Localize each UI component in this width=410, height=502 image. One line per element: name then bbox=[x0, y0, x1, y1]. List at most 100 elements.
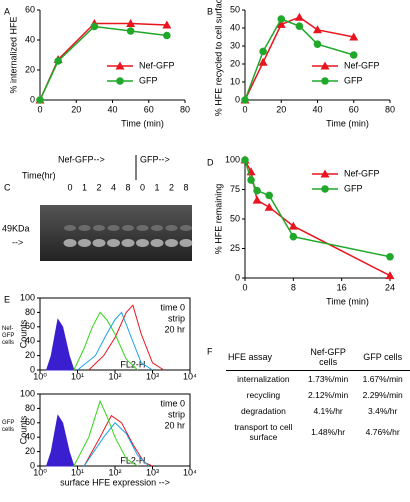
marker bbox=[253, 186, 261, 195]
x-tick-label: 80 bbox=[385, 104, 395, 114]
x-tick-label: 10⁴ bbox=[183, 371, 197, 381]
x-axis-title: Time (min) bbox=[326, 118, 369, 128]
marker bbox=[265, 191, 273, 200]
table-cell: 4.76%/hr bbox=[365, 427, 400, 437]
time-label: Time(hr) bbox=[22, 170, 56, 180]
x-tick-label: 40 bbox=[107, 104, 117, 114]
legend-label: GFP bbox=[344, 183, 363, 193]
table-row: degradation 4.1%/hr 3.4%/hr bbox=[226, 403, 410, 419]
y-tick-label: 0 bbox=[30, 460, 35, 470]
x-tick-label: 8 bbox=[291, 282, 296, 292]
x-tick-label: 20 bbox=[71, 104, 81, 114]
x-caption: surface HFE expression --> bbox=[60, 477, 170, 487]
x-tick-label: 10⁰ bbox=[33, 371, 47, 381]
y-tick-label: 40 bbox=[25, 34, 35, 44]
gel-band bbox=[151, 225, 163, 231]
table-cell: 1.73%/min bbox=[308, 374, 349, 384]
x-tick-label: 60 bbox=[144, 104, 154, 114]
table-cell: 2.12%/min bbox=[308, 390, 349, 400]
x-tick-label: 10² bbox=[108, 467, 121, 477]
marker bbox=[277, 15, 286, 23]
marker bbox=[276, 19, 286, 28]
panel-label: F bbox=[207, 346, 213, 356]
marker bbox=[247, 176, 255, 184]
x-tick-label: 10² bbox=[108, 371, 121, 381]
table-row: internalization 1.73%/min 1.67%/min bbox=[226, 371, 410, 388]
y-tick-label: 25 bbox=[230, 243, 240, 253]
y-tick-label: 75 bbox=[230, 184, 240, 194]
y-tick-label: 30 bbox=[230, 40, 240, 50]
gel-band bbox=[165, 225, 178, 231]
size-arrow: --> bbox=[12, 237, 23, 247]
y-tick-label: 10 bbox=[230, 76, 240, 86]
table-cell: transport to cell surface bbox=[234, 422, 293, 442]
column-header: HFE assay bbox=[226, 344, 301, 371]
column-header: Nef-GFP cells bbox=[300, 344, 356, 371]
gel-band bbox=[179, 239, 193, 247]
gel-band bbox=[107, 225, 120, 231]
line bbox=[88, 304, 165, 371]
y-tick-label: 40 bbox=[25, 336, 35, 346]
x-axis-title: FL2-H bbox=[120, 455, 145, 465]
y-tick-label: 50 bbox=[230, 213, 240, 223]
marker bbox=[126, 19, 136, 27]
y-tick-label: 100 bbox=[20, 292, 35, 302]
legend-label: GFP bbox=[139, 75, 158, 85]
y-axis-title: % HFE recycled to cell surface bbox=[213, 0, 223, 116]
x-tick-label: 60 bbox=[349, 104, 359, 114]
marker bbox=[295, 22, 304, 31]
marker bbox=[313, 25, 322, 34]
gel-band bbox=[136, 225, 149, 231]
gel-band bbox=[78, 239, 91, 247]
gel-band bbox=[92, 239, 106, 247]
x-tick-label: 80 bbox=[180, 104, 190, 114]
x-tick-label: 0 bbox=[37, 104, 42, 114]
lane-label: 0 bbox=[67, 182, 72, 192]
y-tick-label: 20 bbox=[25, 446, 35, 456]
y-tick-label: 0 bbox=[30, 364, 35, 374]
gel-band bbox=[150, 239, 164, 247]
legend-label: time 0 bbox=[160, 302, 185, 312]
marker bbox=[385, 271, 395, 280]
gel-band bbox=[107, 239, 120, 247]
marker bbox=[313, 40, 322, 48]
marker bbox=[126, 27, 135, 35]
panel-label: C bbox=[4, 182, 11, 192]
marker bbox=[386, 252, 394, 261]
y-axis-title: Counts bbox=[18, 415, 28, 444]
marker bbox=[264, 202, 274, 211]
table-body: internalization 1.73%/min 1.67%/min recycli… bbox=[226, 371, 410, 446]
marker bbox=[259, 47, 267, 56]
x-tick-label: 40 bbox=[312, 104, 322, 114]
table-row: recycling 2.12%/min 2.29%/min bbox=[226, 387, 410, 403]
marker bbox=[289, 232, 298, 241]
lane-label: 2 bbox=[96, 182, 101, 192]
marker bbox=[115, 61, 125, 70]
y-tick-label: 80 bbox=[25, 403, 35, 413]
marker bbox=[349, 51, 358, 59]
lane-label: 8 bbox=[183, 182, 188, 192]
marker bbox=[252, 195, 262, 204]
line bbox=[83, 414, 153, 467]
marker bbox=[163, 31, 171, 40]
y-axis-title: Counts bbox=[18, 319, 28, 348]
lane-label: 2 bbox=[169, 182, 174, 192]
lane-label: 0 bbox=[140, 182, 145, 192]
marker bbox=[241, 156, 249, 164]
table-cell: recycling bbox=[246, 390, 281, 400]
lane-label: 8 bbox=[125, 182, 130, 192]
y-tick-label: 100 bbox=[225, 154, 240, 164]
y-tick-label: 60 bbox=[25, 4, 35, 14]
y-tick-label: 20 bbox=[230, 58, 240, 68]
marker bbox=[258, 57, 268, 66]
gel-band bbox=[78, 225, 91, 231]
y-tick-label: 0 bbox=[235, 94, 240, 104]
gel-band bbox=[180, 225, 192, 231]
legend-label: Nef-GFP bbox=[139, 60, 175, 70]
y-tick-label: 0 bbox=[30, 94, 35, 104]
marker bbox=[288, 221, 298, 230]
y-tick-label: 20 bbox=[25, 64, 35, 74]
x-tick-label: 10³ bbox=[146, 371, 159, 381]
